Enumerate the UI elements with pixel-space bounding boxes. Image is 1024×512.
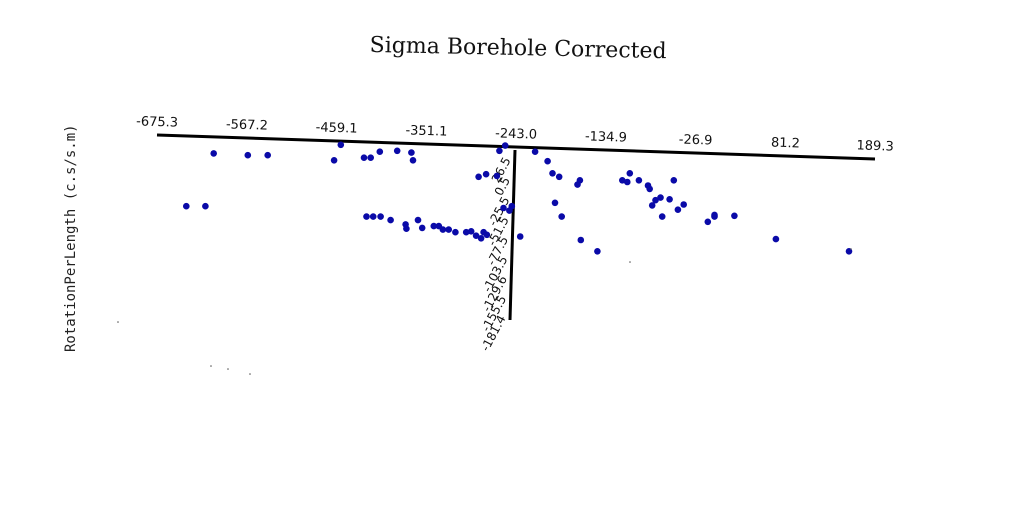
x-axis-line [156, 133, 876, 161]
data-point [387, 216, 394, 224]
data-point [202, 202, 209, 210]
data-point [467, 228, 475, 235]
x-tick-label: -351.1 [405, 123, 447, 139]
y-axis-label: RotationPerLength (c.s/s.m) [63, 124, 79, 352]
data-point [377, 213, 384, 220]
data-point [577, 236, 585, 244]
data-point [493, 172, 501, 180]
data-point [731, 212, 738, 220]
data-point [482, 170, 490, 178]
data-point [477, 235, 485, 242]
data-point [508, 202, 516, 210]
data-point [772, 235, 780, 243]
x-tick-label: -567.2 [226, 117, 268, 133]
data-point [369, 213, 377, 220]
y-tick-labels: 26.50.5-25.5-51.5-77.5-103.5-129.6-155.5… [478, 155, 514, 354]
x-tick-label: -134.9 [585, 129, 627, 145]
data-point [652, 196, 659, 204]
data-point [619, 177, 626, 184]
data-point [531, 148, 539, 155]
data-point [635, 177, 643, 184]
data-point [376, 148, 384, 155]
data-point [462, 228, 470, 236]
data-point [445, 226, 453, 233]
x-tick-label: -243.0 [495, 126, 537, 142]
data-point [674, 206, 682, 213]
speck [227, 368, 229, 370]
data-point [475, 173, 482, 181]
data-point [414, 216, 422, 224]
x-tick-labels: -675.3 -567.2 -459.1 -351.1 -243.0 -134.9 -26.… [136, 114, 894, 154]
data-point [330, 157, 338, 164]
data-point [648, 202, 656, 209]
data-point [594, 248, 601, 255]
data-point [658, 213, 666, 220]
data-point [183, 202, 190, 210]
data-point [244, 151, 252, 159]
data-point [704, 218, 712, 226]
data-point [551, 199, 559, 207]
data-point [516, 233, 524, 240]
data-point [472, 232, 480, 239]
data-point [670, 177, 678, 184]
data-point [430, 222, 438, 230]
x-tick-label: -459.1 [315, 120, 357, 136]
speck [249, 373, 251, 375]
speck [210, 365, 212, 367]
data-point [558, 213, 565, 220]
data-point [711, 211, 718, 219]
speck [629, 261, 631, 263]
data-point [439, 226, 447, 233]
x-tick-label: -26.9 [679, 132, 713, 148]
data-point [452, 228, 459, 236]
data-point [626, 170, 634, 177]
data-point [210, 150, 217, 157]
data-point [501, 142, 509, 149]
data-points [183, 141, 853, 255]
data-point [576, 177, 584, 184]
data-point [496, 147, 503, 155]
data-point [549, 170, 556, 177]
data-point [408, 149, 415, 156]
data-point [500, 204, 507, 212]
data-point [264, 151, 272, 159]
data-point [409, 157, 417, 164]
chart-title: Sigma Borehole Corrected [369, 33, 666, 64]
speck [117, 321, 119, 323]
x-tick-label: -675.3 [136, 114, 178, 130]
data-point [555, 173, 563, 181]
data-point [363, 213, 370, 220]
data-point [544, 157, 551, 165]
data-point [337, 141, 345, 149]
data-point [680, 201, 687, 208]
y-axis-line [508, 149, 517, 321]
data-point [360, 154, 368, 161]
data-point [666, 196, 673, 203]
data-point [657, 194, 664, 201]
data-point [624, 178, 631, 186]
data-point [367, 154, 375, 161]
data-point [403, 225, 410, 232]
data-point [393, 147, 401, 155]
data-point [483, 231, 491, 239]
data-point [418, 224, 426, 232]
x-tick-label: 81.2 [771, 136, 800, 152]
data-point [646, 185, 653, 193]
speck [850, 248, 852, 250]
x-tick-label: 189.3 [856, 138, 894, 154]
